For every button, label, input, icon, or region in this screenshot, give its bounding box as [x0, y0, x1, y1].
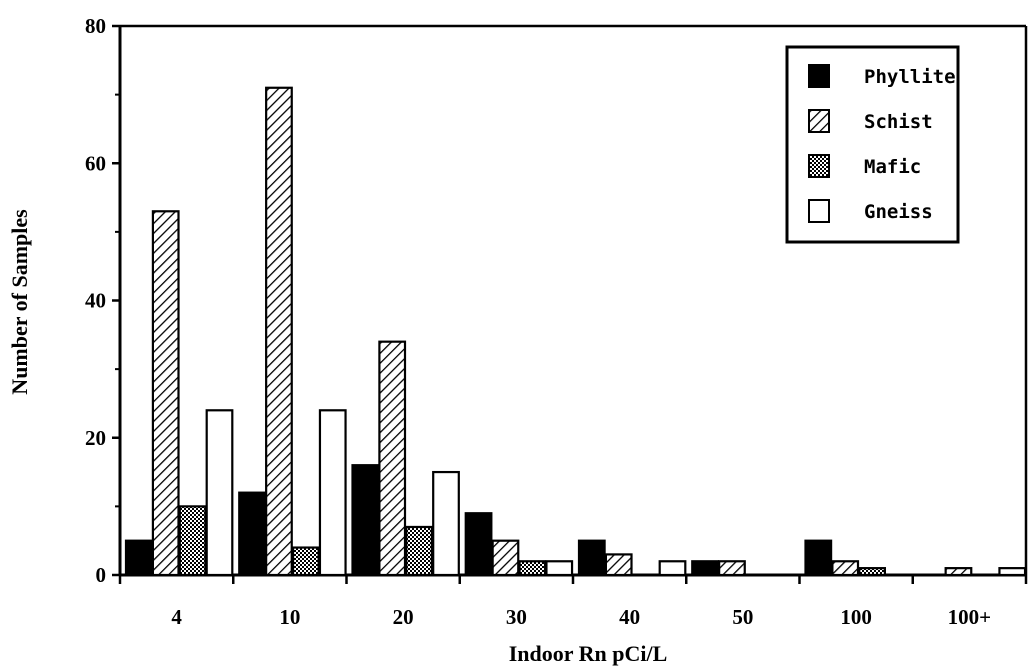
bar-schist-50 [718, 560, 746, 577]
legend-label-gneiss: Gneiss [864, 201, 933, 223]
x-tick-label-10: 10 [279, 605, 300, 629]
legend: Phyllite Schist Mafic Gneiss [785, 45, 960, 244]
legend-swatch-mafic [808, 154, 830, 178]
legend-label-schist: Schist [864, 111, 933, 133]
y-tick-label: 80 [85, 14, 106, 38]
bar-schist-100 [944, 567, 973, 577]
x-tick-label-20: 20 [393, 605, 414, 629]
x-tick-label-100: 100+ [948, 605, 991, 629]
x-tick-label-100: 100 [840, 605, 872, 629]
x-axis-title: Indoor Rn pCi/L [509, 641, 668, 666]
x-tick-label-4: 4 [171, 605, 182, 629]
legend-swatch-phyllite [808, 64, 830, 88]
bar-schist-4 [151, 210, 180, 577]
bar-mafic-100 [858, 567, 886, 577]
bar-mafic-20 [405, 525, 433, 577]
bar-phyllite-100 [804, 539, 833, 577]
bar-phyllite-40 [577, 539, 606, 577]
x-tick-label-30: 30 [506, 605, 527, 629]
x-tick-label-50: 50 [732, 605, 753, 629]
plot-frame [120, 24, 1028, 575]
bar-gneiss-20 [432, 470, 460, 577]
y-tick-label: 60 [85, 151, 106, 175]
legend-swatch-schist [808, 109, 830, 133]
bar-schist-30 [491, 539, 520, 577]
x-tick-label-40: 40 [619, 605, 640, 629]
bar-gneiss-100 [998, 567, 1027, 577]
y-axis-title: Number of Samples [7, 209, 32, 395]
y-axis: 0 20 40 60 80 [85, 14, 122, 587]
y-tick-label: 40 [85, 289, 106, 313]
bar-mafic-10 [291, 546, 320, 577]
bar-gneiss-10 [318, 409, 347, 577]
bar-phyllite-10 [238, 491, 266, 577]
bar-gneiss-4 [205, 409, 234, 577]
x-axis: 4 10 20 30 40 50 100 100+ [118, 573, 1028, 629]
bar-schist-20 [378, 340, 407, 577]
bar-phyllite-30 [464, 512, 493, 577]
bar-phyllite-20 [351, 464, 380, 577]
y-tick-label: 20 [85, 426, 106, 450]
legend-label-mafic: Mafic [864, 156, 921, 178]
bar-mafic-30 [518, 560, 547, 577]
bar-phyllite-50 [691, 560, 719, 577]
bar-phyllite-4 [124, 539, 153, 577]
bar-gneiss-30 [545, 560, 574, 577]
legend-label-phyllite: Phyllite [864, 66, 956, 88]
bar-mafic-4 [178, 505, 207, 577]
bar-schist-40 [604, 553, 633, 577]
y-tick-label: 0 [96, 563, 107, 587]
bars [124, 86, 1027, 577]
bar-schist-100 [831, 560, 860, 577]
bar-gneiss-40 [658, 560, 687, 577]
bar-schist-10 [265, 86, 293, 577]
legend-swatch-gneiss [808, 199, 830, 223]
